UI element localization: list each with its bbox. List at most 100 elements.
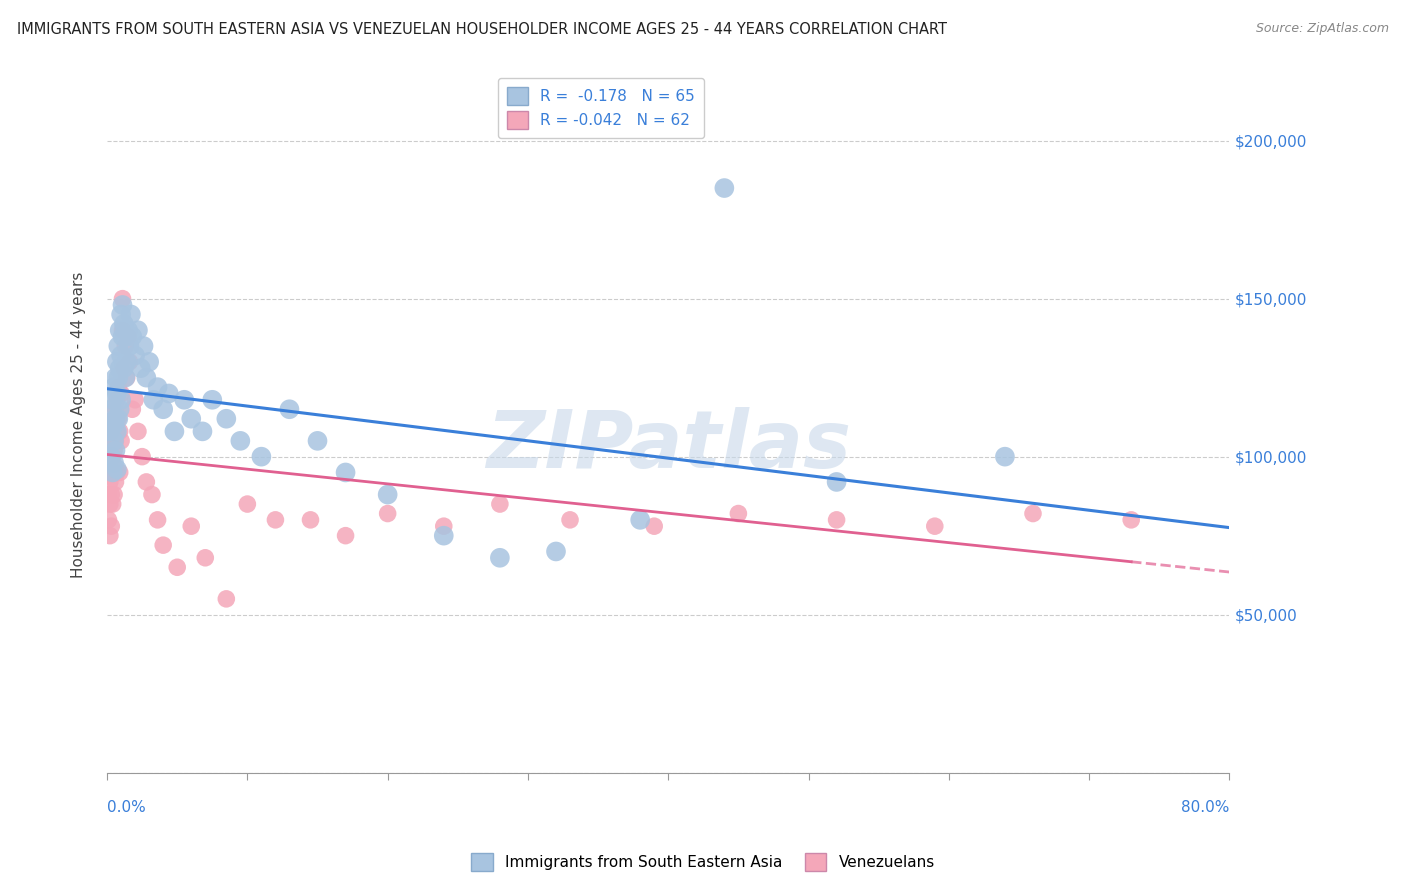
Point <box>108 466 131 480</box>
Point <box>825 513 848 527</box>
Point <box>107 339 129 353</box>
Point <box>100 487 122 501</box>
Point <box>100 434 122 448</box>
Text: 0.0%: 0.0% <box>107 799 146 814</box>
Point <box>104 411 127 425</box>
Point <box>111 323 134 337</box>
Point <box>110 434 132 448</box>
Point <box>166 560 188 574</box>
Text: Source: ZipAtlas.com: Source: ZipAtlas.com <box>1256 22 1389 36</box>
Point <box>180 411 202 425</box>
Point <box>278 402 301 417</box>
Point <box>101 425 124 439</box>
Point <box>114 339 136 353</box>
Point <box>97 487 120 501</box>
Point <box>112 317 135 331</box>
Point <box>135 475 157 489</box>
Point <box>173 392 195 407</box>
Point <box>489 550 512 565</box>
Point <box>118 355 141 369</box>
Point <box>101 392 124 407</box>
Point <box>377 487 399 501</box>
Legend: R =  -0.178   N = 65, R = -0.042   N = 62: R = -0.178 N = 65, R = -0.042 N = 62 <box>498 78 704 138</box>
Point <box>433 519 456 533</box>
Point <box>215 411 238 425</box>
Point <box>825 475 848 489</box>
Point <box>558 513 581 527</box>
Point <box>110 308 132 322</box>
Point <box>117 323 139 337</box>
Point <box>157 386 180 401</box>
Point <box>104 402 127 417</box>
Point <box>146 513 169 527</box>
Point <box>101 456 124 470</box>
Point <box>108 425 131 439</box>
Point <box>105 462 128 476</box>
Point <box>994 450 1017 464</box>
Point <box>118 339 141 353</box>
Point <box>98 497 121 511</box>
Point <box>103 434 125 448</box>
Point <box>152 538 174 552</box>
Point <box>103 418 125 433</box>
Point <box>264 513 287 527</box>
Point <box>124 392 146 407</box>
Point <box>98 450 121 464</box>
Point <box>115 370 138 384</box>
Point <box>107 411 129 425</box>
Point <box>100 519 122 533</box>
Point <box>110 349 132 363</box>
Point <box>643 519 665 533</box>
Point <box>127 425 149 439</box>
Point <box>110 392 132 407</box>
Point <box>108 402 131 417</box>
Point <box>141 487 163 501</box>
Point <box>129 361 152 376</box>
Y-axis label: Householder Income Ages 25 - 44 years: Householder Income Ages 25 - 44 years <box>72 272 86 578</box>
Point <box>98 529 121 543</box>
Point <box>107 380 129 394</box>
Point <box>104 370 127 384</box>
Point <box>105 355 128 369</box>
Point <box>924 519 946 533</box>
Point <box>250 450 273 464</box>
Point <box>131 450 153 464</box>
Point <box>201 392 224 407</box>
Point <box>120 308 142 322</box>
Point <box>100 450 122 464</box>
Point <box>489 497 512 511</box>
Point <box>229 434 252 448</box>
Point <box>132 339 155 353</box>
Point <box>111 298 134 312</box>
Point <box>107 370 129 384</box>
Point <box>108 361 131 376</box>
Point <box>146 380 169 394</box>
Point <box>194 550 217 565</box>
Point <box>110 386 132 401</box>
Point <box>104 434 127 448</box>
Point <box>114 329 136 343</box>
Point <box>105 392 128 407</box>
Point <box>103 411 125 425</box>
Point <box>138 355 160 369</box>
Point <box>112 361 135 376</box>
Point <box>180 519 202 533</box>
Point <box>104 475 127 489</box>
Point <box>335 529 357 543</box>
Point <box>127 323 149 337</box>
Text: IMMIGRANTS FROM SOUTH EASTERN ASIA VS VENEZUELAN HOUSEHOLDER INCOME AGES 25 - 44: IMMIGRANTS FROM SOUTH EASTERN ASIA VS VE… <box>17 22 946 37</box>
Point <box>433 529 456 543</box>
Point <box>97 513 120 527</box>
Point <box>121 402 143 417</box>
Point <box>191 425 214 439</box>
Point <box>100 462 122 476</box>
Point <box>105 466 128 480</box>
Point <box>98 475 121 489</box>
Point <box>142 392 165 407</box>
Point <box>101 497 124 511</box>
Point <box>98 425 121 439</box>
Point <box>124 349 146 363</box>
Point <box>117 329 139 343</box>
Point <box>1022 507 1045 521</box>
Point <box>152 402 174 417</box>
